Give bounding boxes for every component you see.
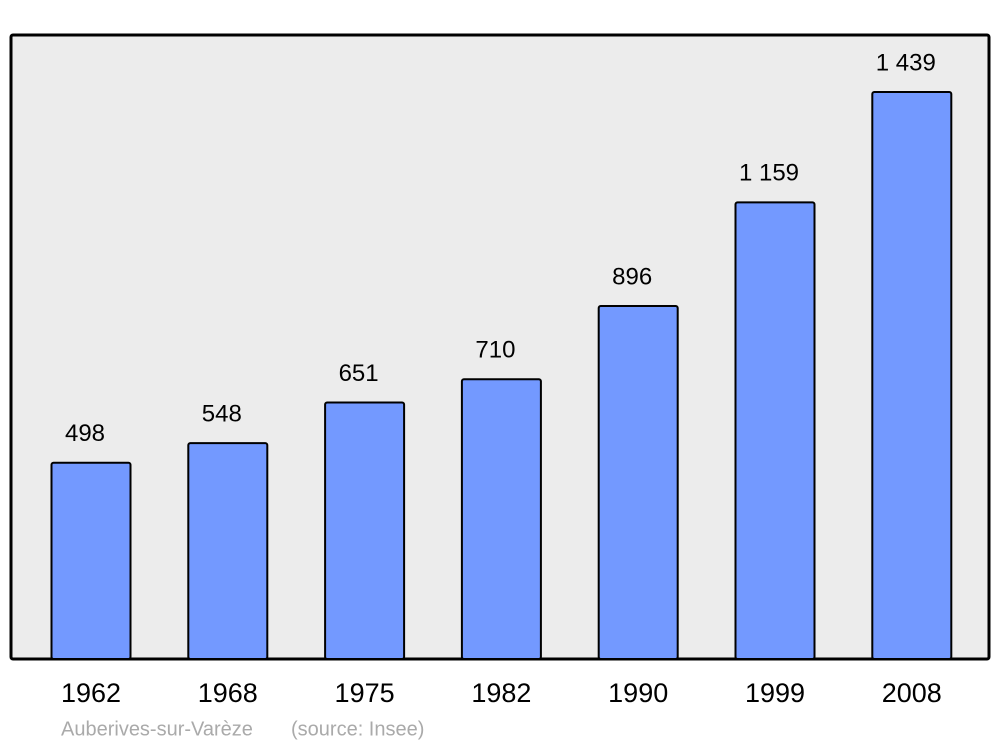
value-label: 896 [612,263,652,290]
value-label: 1 439 [876,49,936,76]
bar [597,304,679,660]
value-label: 710 [475,337,515,364]
x-tick-label: 1968 [198,678,258,708]
footer-place: Auberives-sur-Varèze [61,718,253,740]
bar [50,461,132,661]
x-tick-label: 1982 [471,678,531,708]
bar [871,91,953,660]
x-tick-label: 2008 [882,678,942,708]
x-tick-label: 1990 [608,678,668,708]
value-label: 498 [65,420,105,447]
value-label: 548 [202,400,242,427]
x-tick-label: 1999 [745,678,805,708]
bar [460,378,542,660]
x-tick-label: 1975 [335,678,395,708]
bar [324,401,406,660]
bar [734,201,816,660]
value-label: 1 159 [739,160,799,187]
value-label: 651 [339,360,379,387]
x-tick-label: 1962 [61,678,121,708]
footer-source: (source: Insee) [291,718,424,740]
bar [187,442,269,660]
